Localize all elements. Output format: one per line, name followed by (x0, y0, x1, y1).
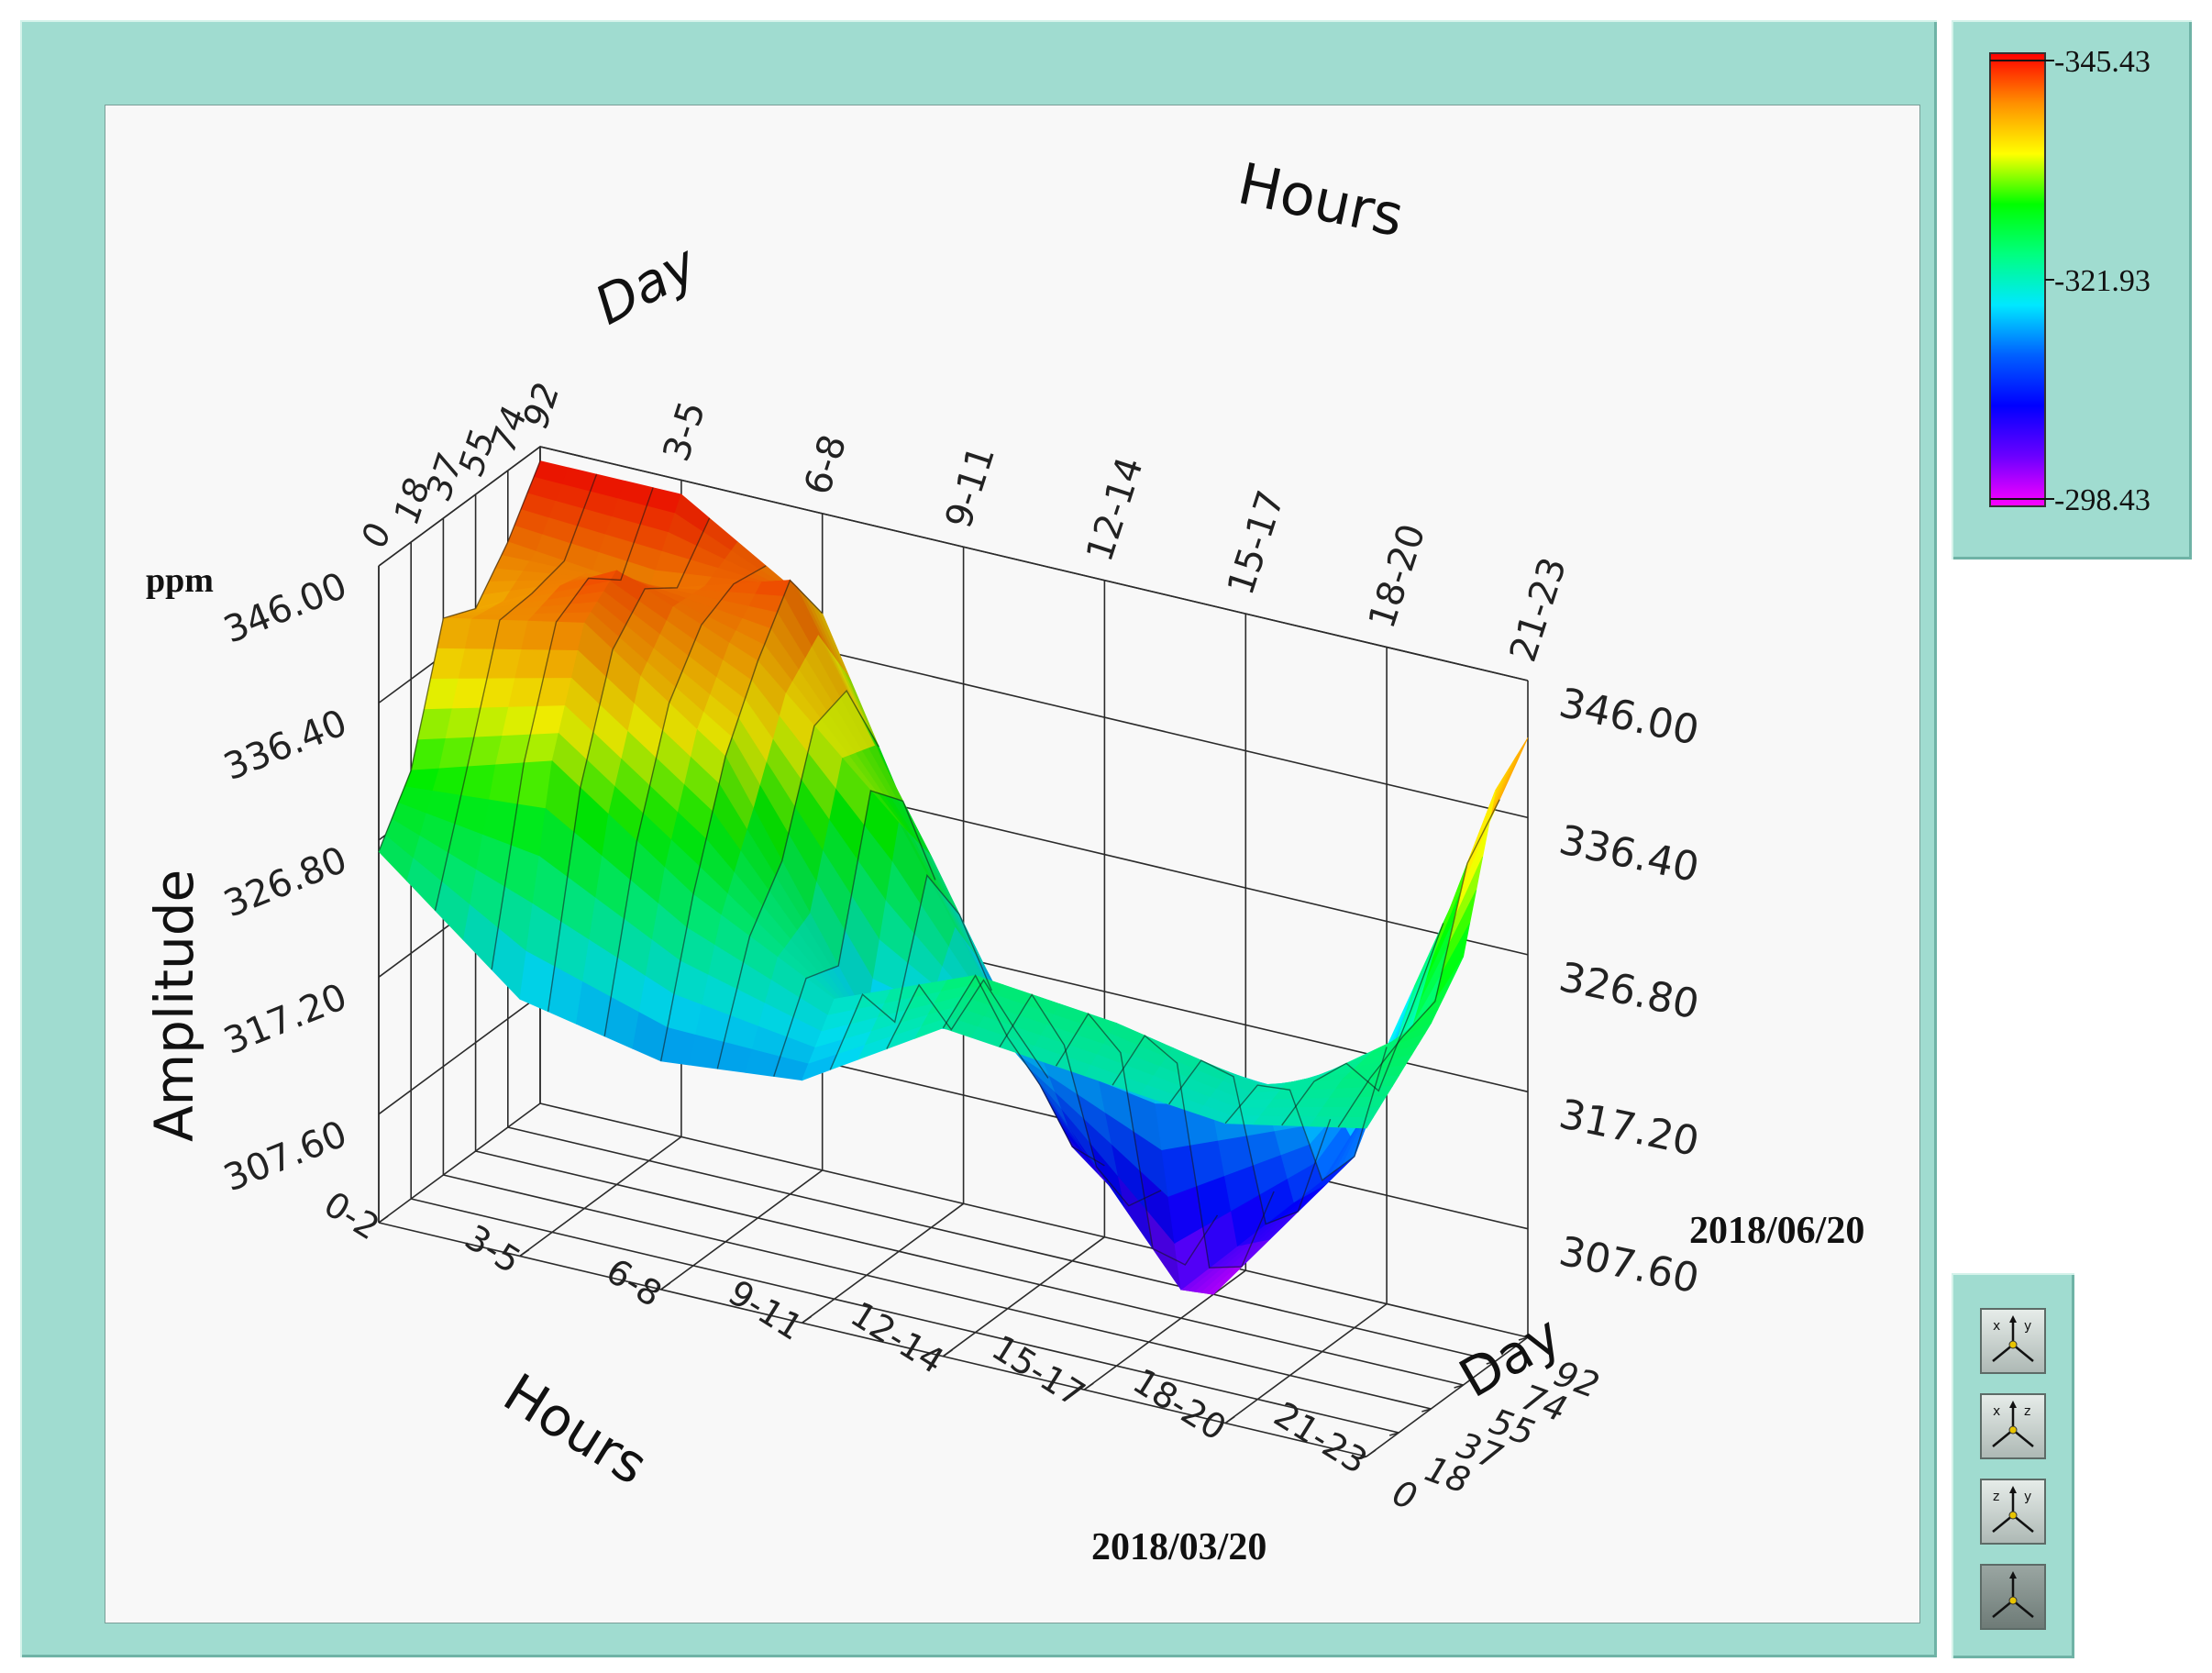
hour-bin-tick: 18-20 (1126, 1360, 1233, 1448)
axis-letter: x (1993, 1319, 2000, 1334)
plot-area[interactable]: ppm 346.00 336.40 326.80 317.20 307.60 346.00 3… (105, 105, 1920, 1623)
surface-line (1224, 1047, 1388, 1181)
axis-letter: z (2024, 1404, 2030, 1419)
axis-letter: y (2024, 1319, 2031, 1334)
day-axis-label-top: Day (585, 232, 708, 337)
graph-frame: ppm 346.00 336.40 326.80 317.20 307.60 346.00 3… (20, 20, 1937, 1657)
hour-bin-tick-top: 21-23 (1502, 552, 1576, 667)
hours-axis-label-bottom: Hours (493, 1361, 658, 1497)
surface-line (378, 460, 541, 852)
hour-bin-tick-top: 9-11 (937, 441, 1003, 534)
surface-line (434, 473, 598, 911)
day-tick-top: 0 (354, 518, 399, 552)
amplitude-tick-left: 346.00 (218, 565, 353, 652)
amplitude-tick-right: 317.20 (1555, 1091, 1703, 1166)
units-label: ppm (146, 561, 214, 600)
amplitude-tick-right: 307.60 (1555, 1228, 1703, 1303)
axis-letter: z (1993, 1490, 1999, 1504)
hour-bin-tick: 6-8 (599, 1250, 669, 1314)
amplitude-tick-right: 326.80 (1555, 954, 1703, 1029)
hour-bin-tick-top: 3-5 (656, 396, 714, 466)
hour-bin-tick: 0-2 (317, 1183, 387, 1247)
surface-layer (378, 460, 1529, 1295)
surface-line (1281, 923, 1444, 1126)
color-scale-max-label: -345.43 (2054, 45, 2151, 79)
surface-line (491, 487, 654, 970)
hour-bin-tick-top: 15-17 (1220, 485, 1293, 600)
surface-line (660, 579, 824, 1061)
surface-line (942, 974, 1105, 1167)
axis-letter: y (2024, 1490, 2031, 1504)
surface-line (716, 689, 879, 1069)
hour-bin-tick: 21-23 (1267, 1394, 1375, 1482)
color-scale-panel: -345.43 -321.93 -298.43 (1952, 20, 2192, 560)
color-scale-bar (1989, 52, 2046, 507)
surface-line (886, 979, 1049, 1079)
surface-line (829, 873, 992, 1070)
amplitude-axis-label: Amplitude (143, 870, 205, 1142)
hour-bin-tick: 3-5 (458, 1217, 527, 1281)
default-view-button[interactable] (1980, 1564, 2046, 1630)
amplitude-tick-left: 317.20 (218, 976, 353, 1063)
color-scale-mid-label: -321.93 (2054, 264, 2151, 298)
surface-line (1055, 1013, 1219, 1266)
hour-bin-tick-top: 12-14 (1078, 452, 1152, 567)
amplitude-tick-left: 307.60 (218, 1113, 353, 1200)
surface-line (1168, 1059, 1332, 1225)
hour-bin-tick-top: 18-20 (1361, 519, 1434, 634)
surface-line (999, 993, 1162, 1207)
hour-bin-tick: 15-17 (985, 1327, 1092, 1415)
start-date-label: 2018/03/20 (1091, 1526, 1266, 1568)
day-tick-right: 0 (1388, 1472, 1422, 1518)
surface-line (1112, 1035, 1275, 1269)
amplitude-tick-left: 326.80 (218, 838, 353, 925)
axis-letter: x (1993, 1404, 2000, 1419)
color-scale: -345.43 -321.93 -298.43 (1989, 45, 2151, 517)
amplitude-tick-right: 346.00 (1555, 680, 1703, 755)
surface-line (547, 517, 711, 1012)
default-view-icon (1992, 1571, 2034, 1618)
end-date-label: 2018/06/20 (1689, 1210, 1864, 1252)
surface-line (773, 790, 936, 1077)
color-scale-min-label: -298.43 (2054, 483, 2151, 517)
hour-bin-tick-top: 6-8 (796, 430, 855, 500)
hour-bin-tick: 12-14 (844, 1294, 951, 1382)
surface-plot[interactable]: ppm 346.00336.40326.80317.20307.60346.003… (105, 105, 1919, 1623)
surface-line (603, 565, 767, 1036)
surface-line (1337, 799, 1500, 1128)
amplitude-tick-right: 336.40 (1555, 816, 1703, 892)
amplitude-tick-left: 336.40 (218, 702, 353, 789)
hours-axis-label-top: Hours (1233, 150, 1410, 249)
